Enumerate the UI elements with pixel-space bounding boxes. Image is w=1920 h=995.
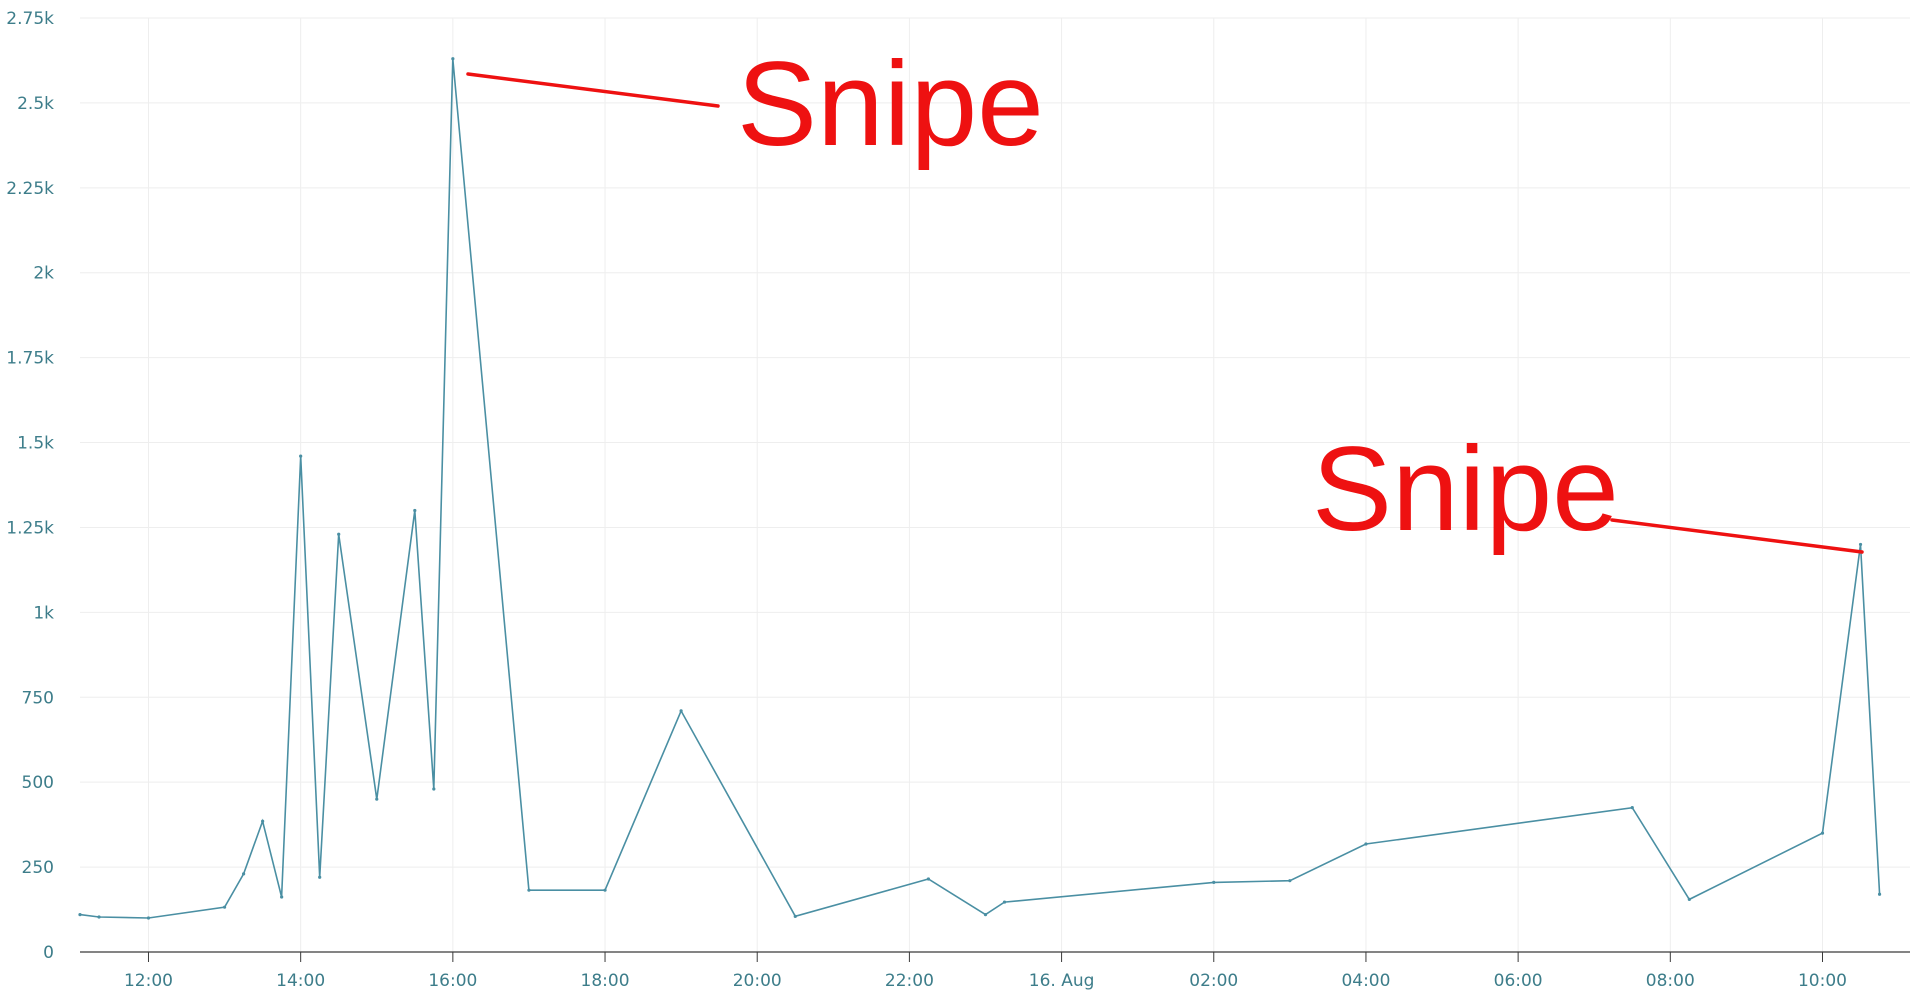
- data-point: [375, 797, 379, 801]
- data-point: [1820, 831, 1825, 835]
- x-axis-tick-labels: 12:00 14:00 16:00 18:00 20:00 22:00 16. Aug 02:…: [124, 971, 1847, 991]
- y-tick-label: 1.5k: [17, 434, 54, 454]
- data-point: [451, 57, 455, 61]
- annotation-label: Snipe: [737, 37, 1044, 171]
- annotation-label: Snipe: [1312, 422, 1619, 556]
- y-tick-label: 500: [22, 773, 54, 793]
- y-tick-label: 750: [22, 688, 54, 708]
- y-tick-label: 2.5k: [17, 94, 54, 114]
- data-point: [413, 508, 417, 513]
- x-axis-tick-marks: [147, 952, 1823, 962]
- data-point: [1288, 879, 1292, 883]
- x-tick-label: 20:00: [733, 971, 782, 991]
- data-point: [1877, 892, 1882, 896]
- data-point: [603, 888, 607, 892]
- data-point: [1002, 900, 1007, 904]
- data-point: [1687, 897, 1691, 901]
- x-tick-label: 04:00: [1341, 971, 1390, 991]
- y-tick-label: 2.25k: [6, 179, 54, 199]
- data-point: [222, 905, 227, 909]
- data-point: [280, 895, 284, 899]
- x-tick-label: 14:00: [276, 971, 325, 991]
- x-tick-label: 22:00: [885, 971, 934, 991]
- data-point: [1364, 842, 1368, 846]
- data-point: [983, 913, 988, 917]
- data-point: [337, 532, 341, 536]
- data-point: [793, 914, 797, 918]
- data-point: [1858, 542, 1863, 547]
- annotation-leader-line: [466, 72, 720, 108]
- x-tick-label: 12:00: [124, 971, 173, 991]
- x-tick-label: 16. Aug: [1029, 971, 1095, 991]
- data-point: [926, 877, 931, 881]
- data-point: [146, 916, 151, 920]
- y-tick-label: 2k: [33, 264, 54, 284]
- annotation-layer: Snipe Snipe: [466, 37, 1864, 556]
- data-point: [241, 872, 246, 876]
- data-point: [78, 913, 82, 917]
- series-layer: [78, 57, 1882, 920]
- data-point: [299, 454, 303, 458]
- y-tick-label: 2.75k: [6, 9, 54, 29]
- data-point: [1212, 880, 1216, 884]
- data-point: [97, 915, 101, 919]
- annotation-leader-line: [1610, 518, 1864, 554]
- y-tick-label: 1.25k: [6, 518, 54, 538]
- x-tick-label: 06:00: [1494, 971, 1543, 991]
- data-point: [527, 888, 531, 892]
- y-tick-label: 0: [43, 943, 54, 963]
- grid-lines: [80, 17, 1910, 952]
- data-point: [679, 709, 683, 713]
- x-tick-label: 08:00: [1646, 971, 1695, 991]
- x-tick-label: 02:00: [1189, 971, 1238, 991]
- y-tick-label: 1.75k: [6, 349, 54, 369]
- data-point: [261, 819, 265, 823]
- data-point: [432, 787, 436, 791]
- x-tick-label: 16:00: [428, 971, 477, 991]
- y-axis-tick-labels: 0 250 500 750 1k 1.25k 1.5k 1.75k 2k 2.25k 2.5k 2.7…: [6, 9, 54, 963]
- y-tick-label: 250: [22, 858, 54, 878]
- data-point: [318, 875, 322, 879]
- x-tick-label: 10:00: [1798, 971, 1847, 991]
- y-tick-label: 1k: [33, 603, 54, 623]
- data-point: [1630, 806, 1634, 810]
- x-tick-label: 18:00: [581, 971, 630, 991]
